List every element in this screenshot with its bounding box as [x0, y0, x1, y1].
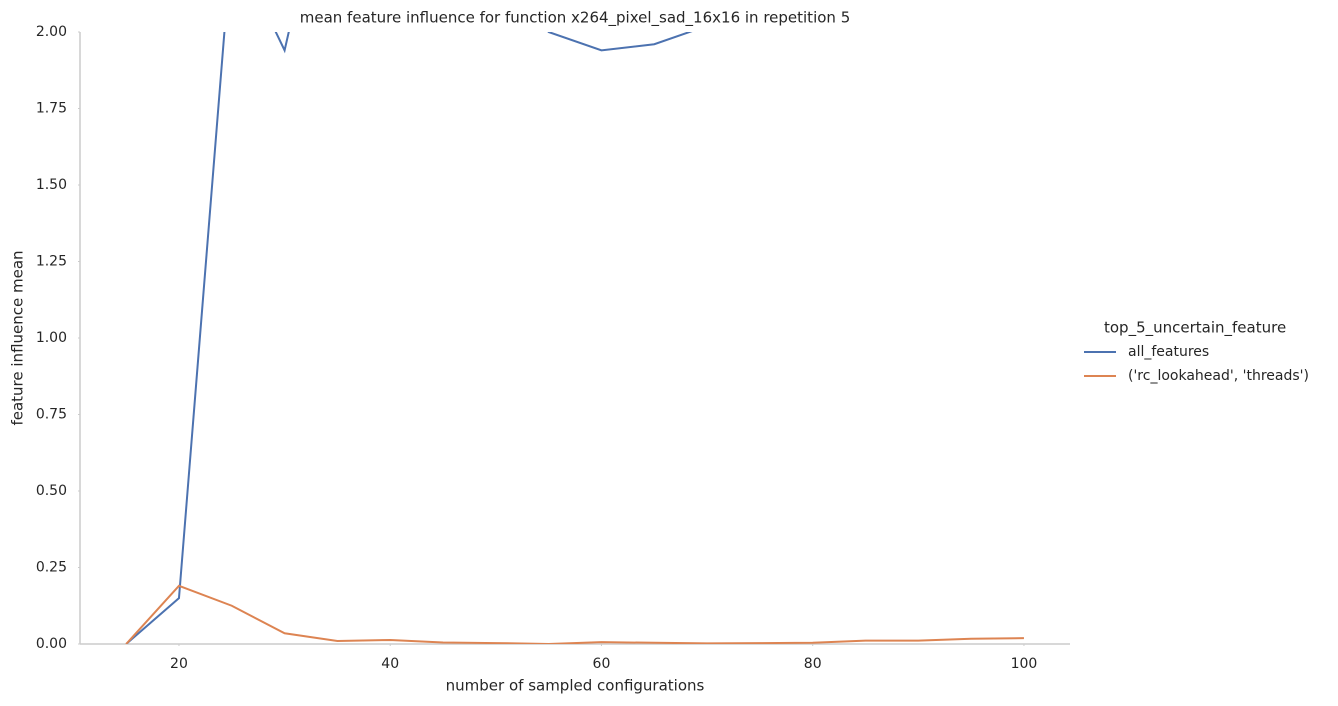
x-tick-label: 100 [1011, 656, 1038, 672]
y-tick-label: 1.50 [36, 177, 67, 193]
y-axis-label: feature influence mean [9, 250, 27, 425]
x-tick-label: 80 [804, 656, 822, 672]
x-axis-label: number of sampled configurations [446, 677, 705, 695]
x-tick-label: 40 [381, 656, 399, 672]
x-tick-label: 20 [170, 656, 188, 672]
y-tick-label: 0.00 [36, 636, 67, 652]
x-tick-label: 60 [593, 656, 611, 672]
y-tick-label: 1.75 [36, 101, 67, 117]
chart-title: mean feature influence for function x264… [300, 9, 850, 28]
y-tick-label: 1.00 [36, 330, 67, 346]
series-line [125, 584, 1024, 644]
plot-area [125, 32, 1024, 644]
y-tick-label: 0.75 [36, 407, 67, 423]
legend-title: top_5_uncertain_feature [1104, 319, 1286, 338]
legend-label: all_features [1128, 344, 1209, 360]
y-tick-label: 0.25 [36, 560, 67, 576]
y-tick-label: 2.00 [36, 24, 67, 40]
y-tick-label: 0.50 [36, 483, 67, 499]
y-tick-label: 1.25 [36, 254, 67, 270]
series-line [125, 32, 693, 644]
legend-label: ('rc_lookahead', 'threads') [1128, 368, 1309, 384]
